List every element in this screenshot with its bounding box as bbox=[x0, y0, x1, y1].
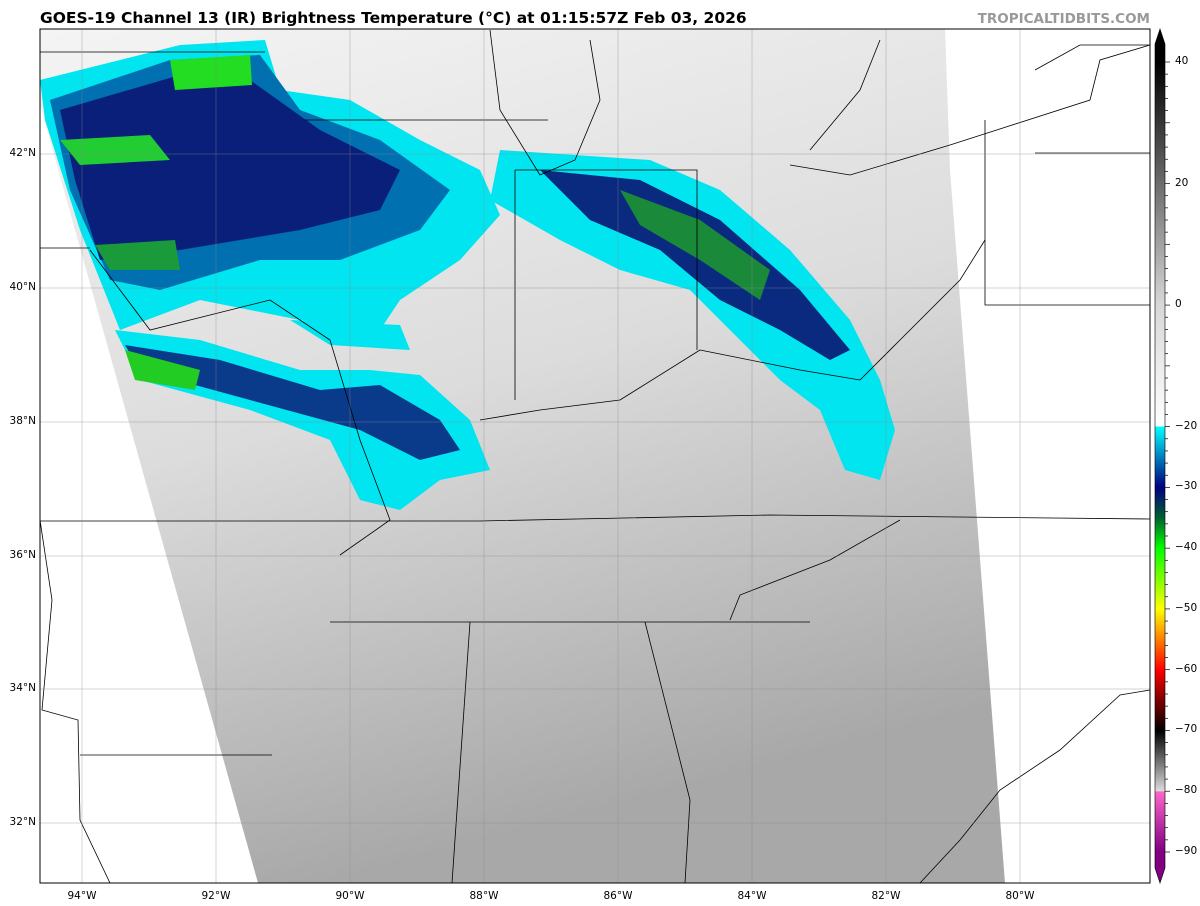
gridlines bbox=[40, 29, 1150, 883]
latitude-label: 36°N bbox=[9, 549, 36, 561]
longitude-label: 88°W bbox=[469, 890, 499, 902]
cloud-band-northwest bbox=[40, 40, 500, 330]
latitude-label: 34°N bbox=[9, 682, 36, 694]
colorbar-tick-label: −90 bbox=[1175, 845, 1198, 857]
longitude-label: 94°W bbox=[67, 890, 97, 902]
colorbar-tick-label: −50 bbox=[1175, 601, 1198, 614]
longitude-label: 80°W bbox=[1005, 890, 1035, 902]
colorbar-tick-label: 40 bbox=[1175, 55, 1189, 67]
colorbar-tick-label: −70 bbox=[1175, 723, 1198, 736]
map-frame bbox=[39, 28, 1151, 884]
longitude-label: 92°W bbox=[201, 890, 231, 902]
cloud-band-ohio-valley bbox=[490, 150, 895, 480]
colorbar-tick-label: −60 bbox=[1175, 662, 1198, 675]
map-title: GOES-19 Channel 13 (IR) Brightness Tempe… bbox=[40, 9, 747, 27]
latitude-label: 38°N bbox=[9, 415, 36, 427]
longitude-label: 82°W bbox=[871, 890, 901, 902]
colorbar-tick-label: −20 bbox=[1175, 419, 1198, 432]
watermark: TROPICALTIDBITS.COM bbox=[977, 11, 1150, 27]
colorbar-tick-label: 20 bbox=[1175, 176, 1189, 189]
colorbar bbox=[1154, 28, 1170, 884]
latitude-label: 42°N bbox=[9, 147, 36, 159]
latitude-label: 32°N bbox=[9, 816, 36, 828]
longitude-label: 86°W bbox=[603, 890, 633, 902]
latitude-label: 40°N bbox=[9, 281, 36, 293]
colorbar-tick-label: −80 bbox=[1175, 784, 1198, 797]
longitude-label: 90°W bbox=[335, 890, 365, 902]
colorbar-tick-label: −30 bbox=[1175, 480, 1198, 493]
colorbar-tick-label: 0 bbox=[1175, 298, 1182, 311]
longitude-label: 84°W bbox=[737, 890, 767, 902]
colorbar-tick-label: −40 bbox=[1175, 541, 1198, 554]
cloud-band-southwest bbox=[115, 320, 490, 510]
